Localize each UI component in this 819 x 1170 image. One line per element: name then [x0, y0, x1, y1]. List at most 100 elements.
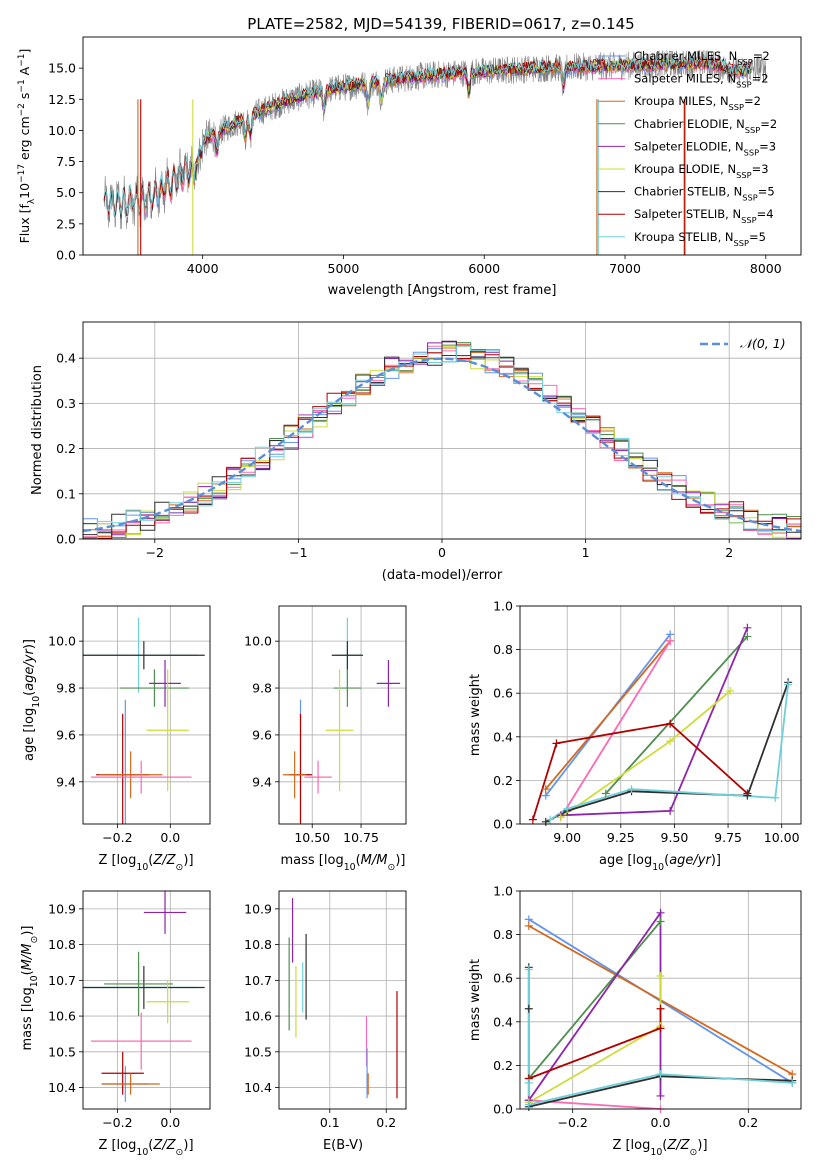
weight-marker-chabrier_stelib: [541, 817, 550, 826]
y-tick-label: 0.6: [493, 686, 513, 701]
x-tick-label: −0.2: [558, 1115, 588, 1130]
x-axis-label: Z [log10(Z/Z⊙)]: [98, 853, 193, 873]
y-tick-label: 10.9: [244, 901, 272, 916]
y-tick-label: 12.5: [48, 92, 76, 107]
x-tick-label: 8000: [750, 261, 782, 276]
weight-line-salpeter_elodie: [528, 909, 662, 1101]
y-tick-label: 10.8: [244, 937, 272, 952]
weight-marker-kroupa_stelib: [524, 1100, 533, 1109]
weight-marker-salpeter_stelib: [528, 815, 537, 824]
figure-title: PLATE=2582, MJD=54139, FIBERID=0617, z=0…: [247, 15, 634, 33]
x-tick-label: 0.0: [160, 830, 180, 845]
weight-marker-salpeter_stelib: [666, 719, 675, 728]
weight-marker-kroupa_elodie: [666, 737, 675, 746]
weight-marker-kroupa_stelib: [546, 815, 555, 824]
y-tick-label: 10.0: [48, 634, 76, 649]
weight-line-kroupa_miles: [545, 640, 671, 790]
x-tick-label: 10.50: [294, 830, 330, 845]
y-tick-label: 7.5: [56, 154, 76, 169]
weight-marker-kroupa_stelib: [627, 785, 636, 794]
weight-marker-kroupa_miles: [541, 785, 550, 794]
weight-marker-kroupa_elodie: [656, 972, 665, 981]
y-tick-label: 10.5: [48, 1044, 76, 1059]
legend-entry-normal: 𝒩(0, 1): [740, 336, 786, 351]
weight-marker-kroupa_stelib: [788, 1078, 797, 1087]
model-spectrum-kroupa_stelib: [103, 55, 753, 216]
y-tick-label: 9.6: [56, 727, 76, 742]
y-tick-label: 9.4: [56, 774, 76, 789]
y-tick-label: 0.8: [493, 642, 513, 657]
x-tick-label: 10.75: [343, 830, 379, 845]
y-tick-label: 0.4: [493, 729, 513, 744]
panel-weight_vs_age: 9.00 9.25 9.50 9.75 10.00 0.0 0.2 0.4 0.6 0.8 1.0 m…: [468, 599, 802, 873]
x-axis-label: mass [log10(M/M⊙)]: [281, 853, 406, 873]
axes-frame: [278, 605, 407, 825]
y-tick-label: 0.0: [493, 1102, 513, 1117]
panel-age_vs_mass: 10.50 10.75 9.4 9.6 9.8 10.0 mass [log10(M/M⊙)…: [244, 605, 407, 873]
axes-frame: [82, 605, 211, 825]
x-tick-label: 2: [725, 545, 733, 560]
panel-weight_vs_Z: −0.2 0.0 0.2 0.0 0.2 0.4 0.6 0.8 1.0 mass weight Z…: [468, 884, 802, 1158]
weight-marker-salpeter_miles: [666, 636, 675, 645]
weight-line-chabrier_stelib: [545, 681, 789, 823]
y-tick-label: 15.0: [48, 61, 76, 76]
x-tick-label: 0.1: [320, 1115, 340, 1130]
y-tick-label: 9.4: [252, 774, 272, 789]
axes-frame: [82, 321, 802, 540]
weight-line-salpeter_miles: [560, 640, 671, 818]
y-tick-label: 10.8: [48, 937, 76, 952]
panel-mass_vs_ebv: 0.1 0.2 10.4 10.5 10.6 10.7 10.8 10.9 E(B-V): [244, 890, 407, 1153]
weight-marker-salpeter_elodie: [656, 1091, 665, 1100]
legend-entry-kroupa_stelib: Kroupa STELIB, NSSP=5: [634, 230, 766, 248]
y-tick-label: 10.7: [48, 973, 76, 988]
y-tick-label: 10.4: [244, 1080, 272, 1095]
panel-age_vs_Z: −0.2 0.0 9.4 9.6 9.8 10.0 Z [log10(Z/Z⊙)] age […: [22, 605, 211, 873]
weight-marker-kroupa_elodie: [726, 687, 735, 696]
legend-entry-salpeter_stelib: Salpeter STELIB, NSSP=4: [634, 207, 774, 225]
weight-marker-kroupa_miles: [524, 921, 533, 930]
x-tick-label: −0.2: [102, 830, 132, 845]
x-tick-label: 6000: [468, 261, 500, 276]
y-tick-label: 10.5: [244, 1044, 272, 1059]
plot-area-mass_vs_Z: [83, 891, 205, 1102]
legend-entry-chabrier_miles: Chabrier MILES, NSSP=2: [634, 49, 770, 67]
weight-marker-chabrier_stelib: [524, 1004, 533, 1013]
weight-marker-kroupa_stelib: [784, 680, 793, 689]
x-tick-label: 9.00: [553, 830, 581, 845]
y-axis-label: Flux [fλ10−17 erg cm−2 s−1 A−1]: [17, 49, 37, 244]
axes-frame: [519, 605, 802, 825]
x-tick-label: −2: [146, 545, 164, 560]
plot-area-mass_vs_ebv: [288, 898, 398, 1099]
y-tick-label: 1.0: [493, 884, 513, 899]
weight-marker-kroupa_elodie: [556, 813, 565, 822]
weight-line-kroupa_elodie: [528, 976, 662, 1104]
x-tick-label: 9.50: [661, 830, 689, 845]
weight-marker-salpeter_stelib: [552, 739, 561, 748]
y-tick-label: 10.0: [244, 634, 272, 649]
y-tick-label: 0.0: [56, 248, 76, 263]
x-tick-label: 9.25: [607, 830, 635, 845]
y-tick-label: 10.6: [244, 1009, 272, 1024]
x-tick-label: −1: [289, 545, 307, 560]
y-tick-label: 0.4: [56, 351, 76, 366]
y-axis-label: age [log10(age/yr)]: [22, 639, 42, 761]
x-axis-label: age [log10(age/yr)]: [599, 853, 721, 873]
y-tick-label: 0.0: [56, 532, 76, 547]
x-axis-label: E(B-V): [323, 1138, 363, 1153]
weight-marker-salpeter_stelib: [656, 1024, 665, 1033]
y-tick-label: 0.0: [493, 817, 513, 832]
plot-area-age_vs_Z: [83, 617, 205, 824]
axes-frame: [278, 890, 407, 1110]
y-tick-label: 9.8: [252, 681, 272, 696]
y-tick-label: 1.0: [493, 599, 513, 614]
y-tick-label: 0.6: [493, 971, 513, 986]
legend-entry-chabrier_stelib: Chabrier STELIB, NSSP=5: [634, 185, 775, 203]
y-tick-label: 9.6: [252, 727, 272, 742]
y-tick-label: 0.8: [493, 927, 513, 942]
axes-frame: [519, 890, 802, 1110]
legend-entry-kroupa_elodie: Kroupa ELODIE, NSSP=3: [634, 162, 769, 180]
y-tick-label: 0.1: [56, 486, 76, 501]
x-axis-label: wavelength [Angstrom, rest frame]: [328, 283, 557, 298]
x-tick-label: 0.0: [160, 1115, 180, 1130]
